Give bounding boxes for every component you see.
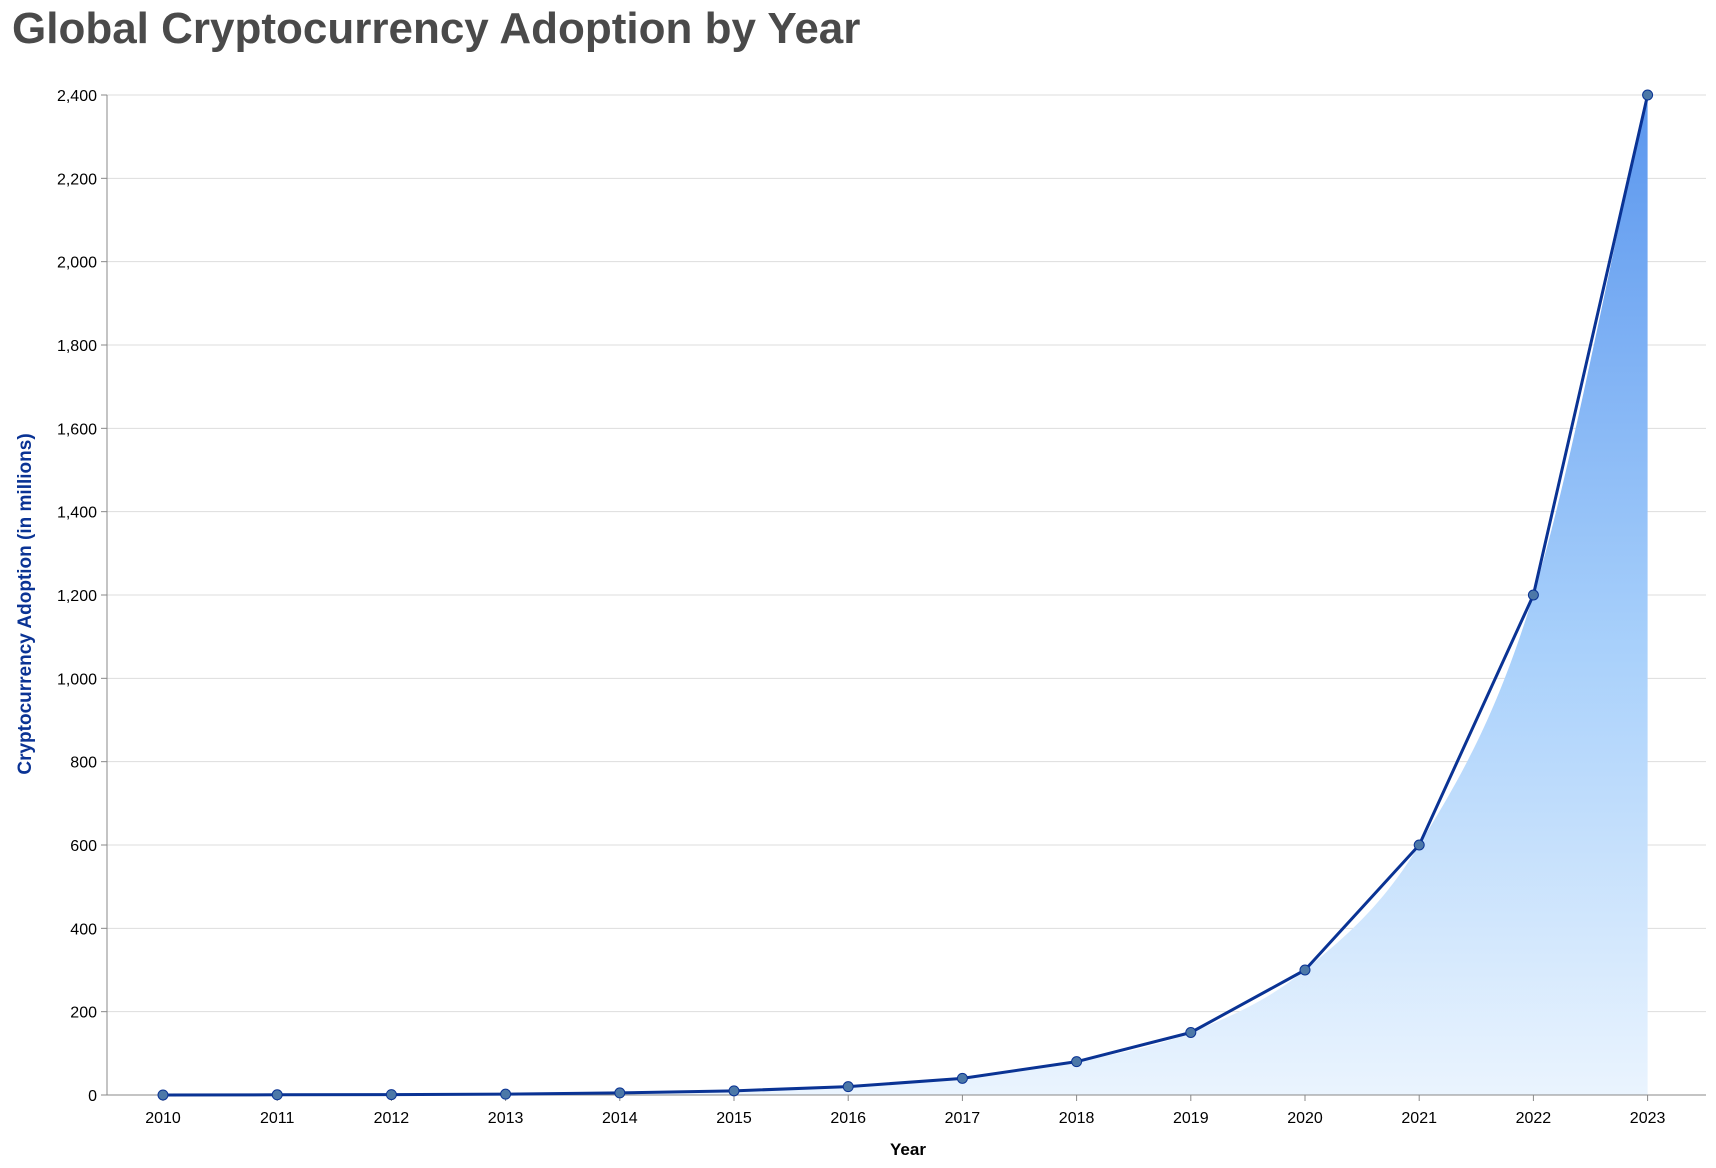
x-tick-label: 2012	[374, 1110, 410, 1127]
data-point-2019	[1185, 1027, 1197, 1038]
x-tick-label: 2018	[1059, 1110, 1095, 1127]
x-tick-label: 2015	[716, 1110, 752, 1127]
data-point-2023	[1642, 89, 1654, 101]
data-point-2016	[842, 1081, 854, 1093]
data-point-2021	[1413, 839, 1425, 851]
y-tick-label: 400	[70, 921, 97, 938]
tick-labels: 0 200 400 600 800 1,000 1,200 1,400 1,600 1,800 2,…	[57, 88, 1666, 1127]
data-point-2012	[385, 1089, 397, 1101]
x-tick-label: 2019	[1173, 1110, 1209, 1127]
x-tick-label: 2017	[945, 1110, 981, 1127]
x-tick-label: 2016	[830, 1110, 866, 1127]
y-tick-label: 2,200	[57, 171, 97, 188]
data-point-2011	[271, 1089, 283, 1101]
y-tick-label: 0	[88, 1088, 97, 1105]
x-axis-title: Year	[890, 1140, 926, 1159]
line-layer	[162, 94, 1650, 1097]
data-point-2014	[614, 1087, 626, 1099]
data-point-2020	[1299, 964, 1311, 976]
adoption-area	[163, 95, 1648, 1095]
data-point-2022	[1527, 589, 1539, 601]
x-tick-label: 2021	[1401, 1110, 1437, 1127]
x-tick-label: 2010	[145, 1110, 181, 1127]
y-tick-label: 200	[70, 1005, 97, 1022]
x-tick-label: 2014	[602, 1110, 638, 1127]
adoption-line	[162, 94, 1650, 1097]
x-tick-label: 2023	[1630, 1110, 1666, 1127]
y-tick-label: 2,400	[57, 88, 97, 105]
y-tick-label: 1,800	[57, 338, 97, 355]
x-tick-label: 2022	[1516, 1110, 1552, 1127]
y-tick-label: 2,000	[57, 255, 97, 272]
y-tick-label: 600	[70, 838, 97, 855]
data-point-2013	[500, 1088, 512, 1100]
data-point-2010	[157, 1089, 169, 1101]
area-layer	[163, 95, 1648, 1095]
point-layer	[157, 89, 1654, 1101]
data-point-2017	[956, 1072, 968, 1084]
chart-title: Global Cryptocurrency Adoption by Year	[12, 4, 861, 53]
y-tick-label: 1,600	[57, 421, 97, 438]
data-point-2015	[728, 1085, 740, 1097]
y-tick-label: 800	[70, 755, 97, 772]
data-point-2018	[1071, 1056, 1083, 1068]
x-tick-label: 2020	[1287, 1110, 1323, 1127]
x-tick-label: 2011	[260, 1110, 295, 1127]
grid-lines	[107, 94, 1706, 1096]
y-axis-title: Cryptocurrency Adoption (in millions)	[15, 433, 36, 774]
y-tick-label: 1,400	[57, 505, 97, 522]
y-tick-label: 1,000	[57, 671, 97, 688]
x-tick-label: 2013	[488, 1110, 524, 1127]
y-tick-label: 1,200	[57, 588, 97, 605]
